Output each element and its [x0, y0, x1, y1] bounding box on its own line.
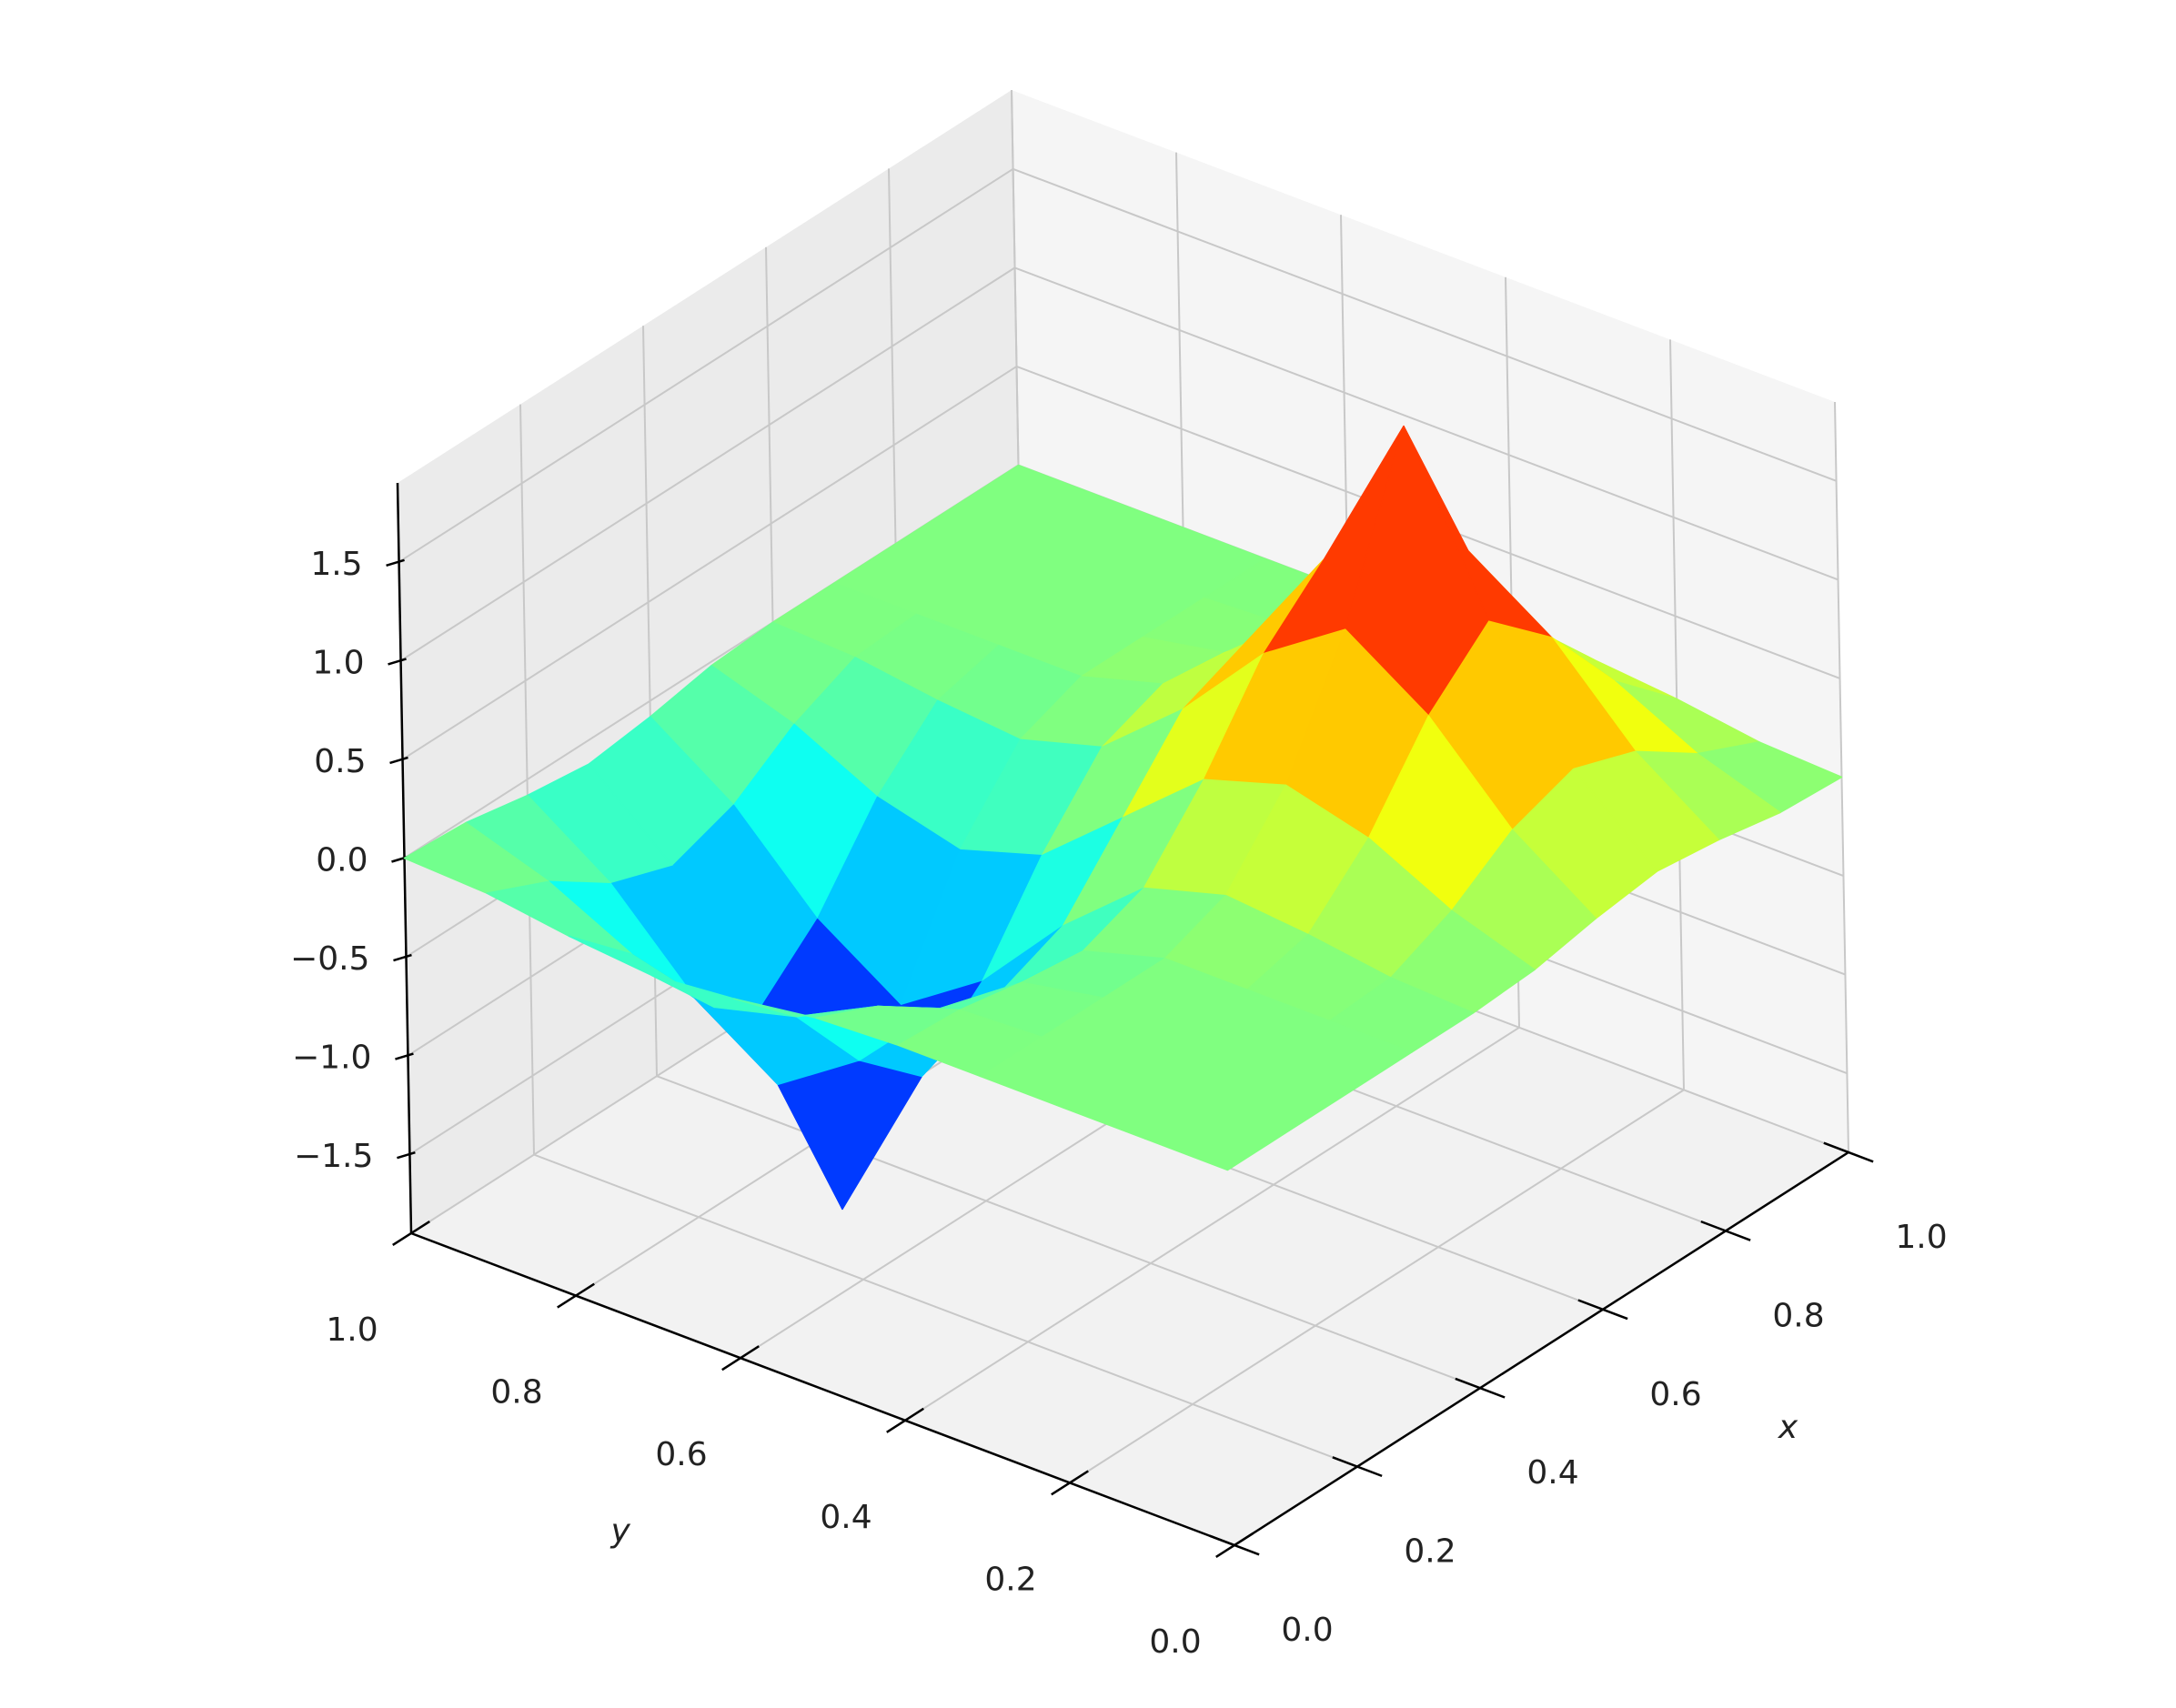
z-tick	[389, 756, 408, 765]
grid-line	[401, 366, 1018, 760]
surface	[403, 425, 1843, 1211]
z-tick-label: −1.0	[292, 1040, 371, 1077]
z-tick	[395, 1052, 414, 1060]
y-tick-label: 0.0	[1149, 1623, 1201, 1661]
grid-line	[1069, 1089, 1685, 1484]
grid-line	[1012, 167, 1837, 482]
z-tick-label: −0.5	[290, 940, 369, 978]
grid-line	[533, 1153, 1358, 1468]
x-tick-label: 0.2	[1404, 1533, 1456, 1571]
z-tick-label: −1.5	[294, 1138, 373, 1175]
x-tick-label: 0.6	[1649, 1376, 1701, 1413]
z-tick	[388, 658, 407, 666]
y-axis-line	[410, 1231, 1235, 1547]
z-tick-label: 0.0	[316, 842, 368, 879]
x-axis-label: x	[1778, 1409, 1798, 1446]
z-tick-label: 1.5	[310, 546, 362, 583]
x-tick-label: 0.4	[1526, 1454, 1578, 1492]
z-tick-label: 0.5	[314, 743, 366, 780]
y-tick-label: 0.4	[820, 1499, 871, 1536]
surface-patch	[1144, 1099, 1290, 1171]
grid-line	[1014, 266, 1839, 581]
y-tick-label: 0.8	[490, 1374, 542, 1412]
x-tick-label: 0.8	[1772, 1297, 1824, 1334]
grid-line	[400, 266, 1016, 662]
x-tick-label: 0.0	[1281, 1612, 1333, 1649]
z-tick	[386, 558, 405, 568]
z-tick	[397, 1150, 416, 1160]
grid-line	[398, 167, 1014, 563]
z-tick	[393, 953, 412, 962]
y-tick-label: 0.2	[984, 1561, 1036, 1598]
grid-line	[656, 1075, 1481, 1390]
z-tick-label: 1.0	[312, 644, 364, 681]
y-tick-label: 0.6	[655, 1436, 707, 1473]
x-tick-label: 1.0	[1895, 1219, 1947, 1256]
x-axis-line	[1234, 1150, 1849, 1547]
y-axis-label: y	[609, 1512, 630, 1550]
y-tick-label: 1.0	[326, 1311, 378, 1349]
grid-line	[904, 1026, 1520, 1422]
labels: 0.0 0.2 0.4 0.6 0.8 1.0 0.0 0.2 0.4 0.6 0.8 1.0 −1.5…	[290, 546, 1948, 1661]
